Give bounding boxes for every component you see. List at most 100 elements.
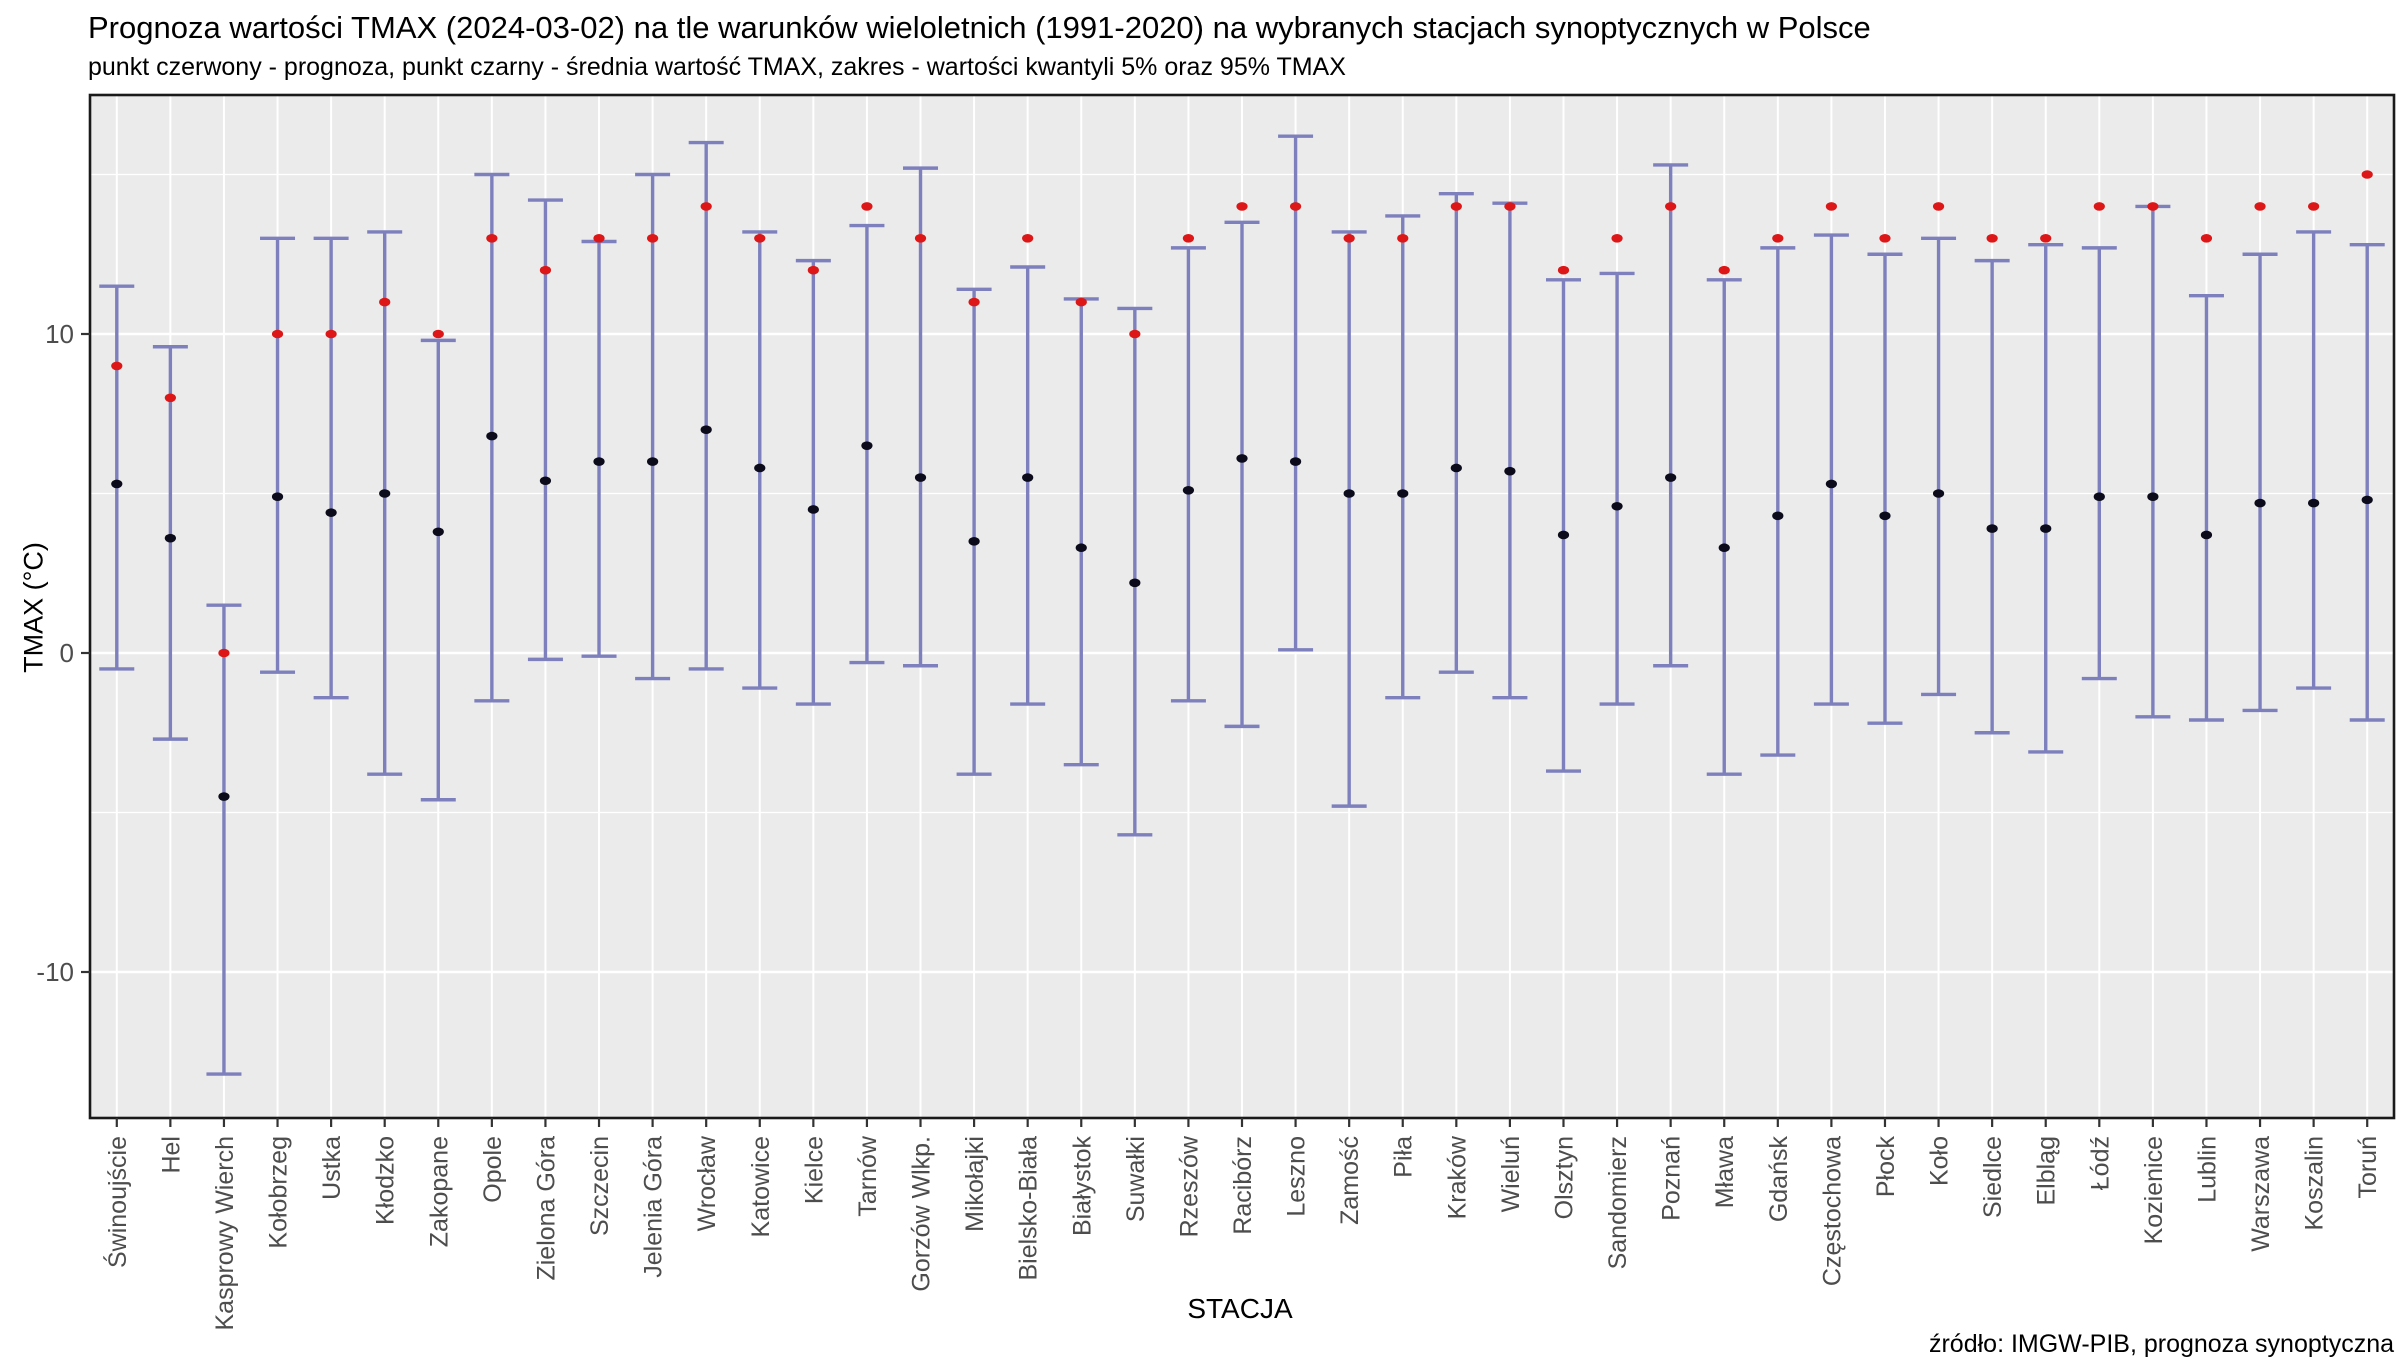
forecast-point bbox=[647, 234, 659, 243]
forecast-point bbox=[1504, 202, 1516, 211]
x-tick-label: Hel bbox=[157, 1136, 185, 1174]
x-tick-label: Zielona Góra bbox=[532, 1136, 560, 1281]
mean-point bbox=[1075, 543, 1087, 553]
forecast-point bbox=[1075, 297, 1087, 307]
x-tick-label: Opole bbox=[479, 1136, 507, 1203]
x-tick-label: Koło bbox=[1926, 1136, 1954, 1186]
mean-point bbox=[1022, 473, 1034, 482]
x-tick-label: Kłodzko bbox=[372, 1136, 400, 1225]
mean-point bbox=[2308, 498, 2320, 508]
forecast-point bbox=[218, 648, 230, 658]
x-tick-label: Szczecin bbox=[586, 1136, 614, 1236]
x-tick-label: Poznań bbox=[1658, 1136, 1686, 1221]
forecast-point bbox=[754, 234, 766, 243]
forecast-point bbox=[2200, 234, 2213, 243]
forecast-point bbox=[1879, 234, 1891, 243]
y-tick-label: 0 bbox=[60, 638, 74, 668]
x-tick-label: Zakopane bbox=[425, 1136, 453, 1247]
mean-point bbox=[1718, 543, 1730, 553]
forecast-point bbox=[807, 265, 819, 275]
x-tick-label: Mikołajki bbox=[961, 1136, 989, 1232]
forecast-point bbox=[1772, 234, 1784, 243]
x-tick-label: Wieluń bbox=[1497, 1136, 1525, 1212]
forecast-point bbox=[1718, 265, 1730, 275]
mean-point bbox=[807, 505, 819, 514]
x-tick-label: Gdańsk bbox=[1765, 1136, 1793, 1223]
mean-point bbox=[2093, 492, 2105, 501]
forecast-point bbox=[968, 297, 980, 307]
mean-point bbox=[968, 537, 980, 546]
forecast-point bbox=[1986, 234, 1998, 243]
forecast-point bbox=[914, 234, 927, 243]
forecast-point bbox=[2147, 202, 2159, 211]
y-tick-label: -10 bbox=[36, 957, 74, 987]
mean-point bbox=[379, 489, 391, 498]
forecast-point bbox=[2040, 234, 2052, 243]
forecast-point bbox=[1932, 202, 1945, 211]
mean-point bbox=[1879, 511, 1891, 521]
forecast-point bbox=[593, 234, 605, 243]
source-credit: źródło: IMGW-PIB, prognoza synoptyczna bbox=[1928, 1330, 2394, 1358]
x-tick-label: Racibórz bbox=[1229, 1136, 1257, 1235]
forecast-point bbox=[1665, 202, 1677, 211]
forecast-point bbox=[861, 202, 873, 211]
forecast-point bbox=[1611, 234, 1623, 243]
x-tick-label: Zamość bbox=[1336, 1136, 1364, 1225]
mean-point bbox=[539, 476, 552, 486]
x-tick-label: Sandomierz bbox=[1604, 1136, 1632, 1269]
mean-point bbox=[271, 492, 284, 501]
x-tick-label: Jelenia Góra bbox=[640, 1136, 668, 1278]
x-tick-label: Piła bbox=[1390, 1136, 1418, 1178]
mean-point bbox=[1397, 489, 1409, 498]
x-axis-title: STACJA bbox=[1187, 1293, 1293, 1324]
forecast-point bbox=[1129, 329, 1141, 339]
mean-point bbox=[754, 463, 766, 473]
mean-point bbox=[1450, 463, 1462, 473]
forecast-point bbox=[539, 265, 552, 275]
forecast-point bbox=[432, 329, 444, 339]
mean-point bbox=[2361, 495, 2373, 505]
mean-point bbox=[1129, 578, 1141, 588]
mean-point bbox=[111, 479, 123, 489]
x-tick-label: Wrocław bbox=[693, 1135, 721, 1231]
mean-point bbox=[1289, 457, 1302, 466]
forecast-point bbox=[111, 361, 123, 371]
mean-point bbox=[1825, 479, 1837, 489]
forecast-point bbox=[1343, 234, 1355, 243]
mean-point bbox=[700, 425, 712, 435]
mean-point bbox=[1932, 489, 1945, 498]
forecast-point bbox=[164, 393, 176, 403]
mean-point bbox=[593, 457, 605, 466]
forecast-point bbox=[1397, 234, 1409, 243]
x-tick-label: Warszawa bbox=[2247, 1136, 2275, 1252]
chart-subtitle: punkt czerwony - prognoza, punkt czarny … bbox=[88, 53, 1346, 81]
x-tick-label: Kołobrzeg bbox=[265, 1136, 293, 1249]
mean-point bbox=[164, 533, 176, 543]
x-tick-label: Kasprowy Wierch bbox=[211, 1136, 239, 1331]
x-tick-label: Leszno bbox=[1283, 1136, 1311, 1217]
forecast-point bbox=[1022, 234, 1034, 243]
mean-point bbox=[1772, 511, 1784, 521]
forecast-point bbox=[2254, 202, 2266, 211]
x-tick-label: Katowice bbox=[747, 1136, 775, 1237]
x-tick-label: Rzeszów bbox=[1175, 1135, 1203, 1237]
x-tick-label: Olsztyn bbox=[1550, 1136, 1578, 1219]
forecast-point bbox=[379, 297, 391, 307]
mean-point bbox=[1557, 530, 1570, 540]
x-tick-label: Suwałki bbox=[1122, 1136, 1150, 1222]
mean-point bbox=[218, 792, 230, 801]
mean-point bbox=[861, 441, 873, 450]
mean-point bbox=[486, 431, 498, 441]
forecast-point bbox=[1236, 202, 1248, 211]
x-tick-label: Tarnów bbox=[854, 1135, 882, 1217]
mean-point bbox=[2254, 498, 2266, 508]
x-tick-label: Ustka bbox=[318, 1136, 346, 1200]
x-tick-label: Świnoujście bbox=[102, 1136, 132, 1268]
mean-point bbox=[1665, 473, 1677, 482]
x-tick-label: Lublin bbox=[2193, 1136, 2221, 1203]
mean-point bbox=[1504, 466, 1516, 476]
x-tick-label: Bielsko-Biała bbox=[1015, 1136, 1043, 1281]
forecast-point bbox=[1182, 234, 1195, 243]
